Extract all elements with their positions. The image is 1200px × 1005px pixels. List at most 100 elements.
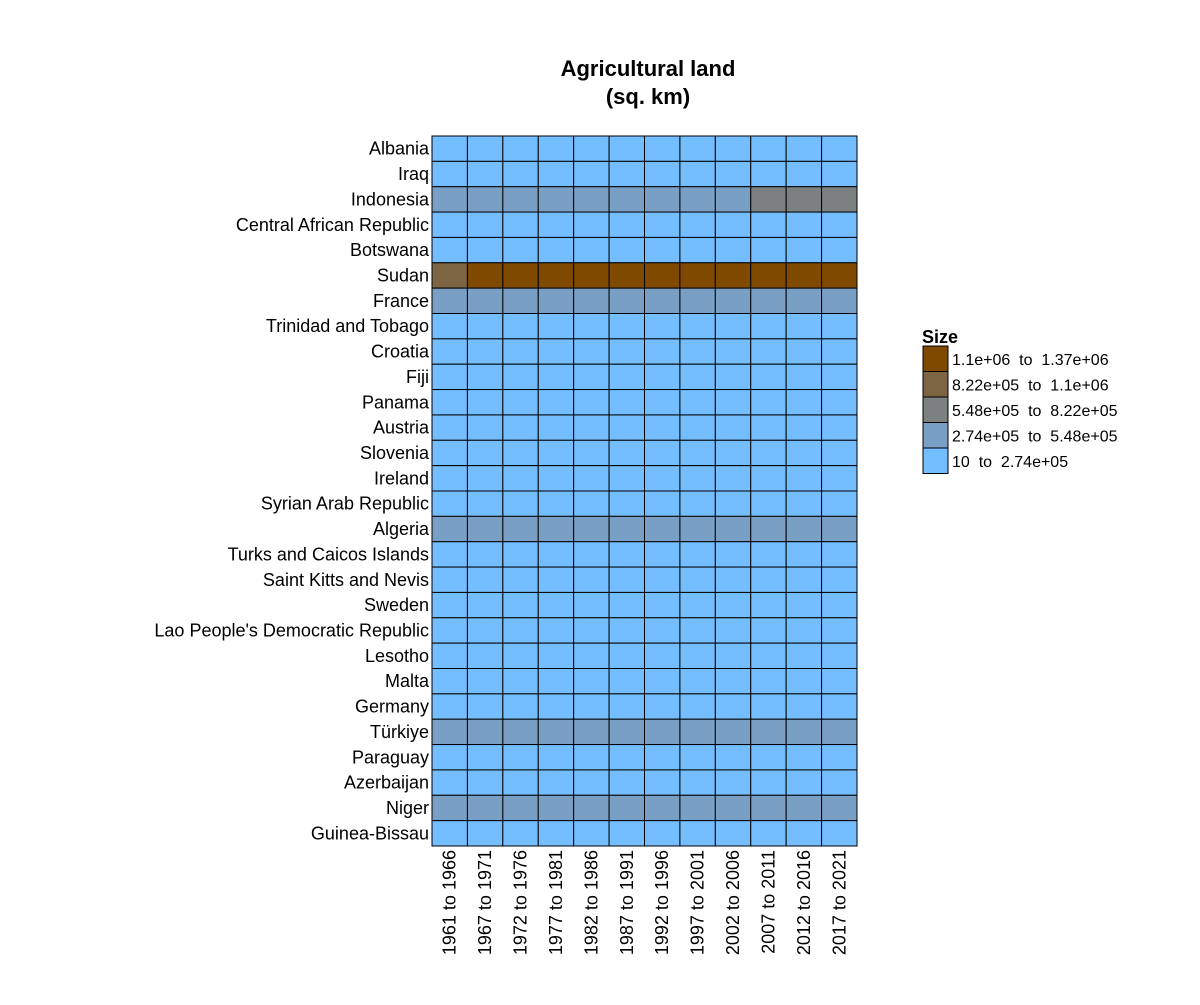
heatmap-cell	[644, 262, 681, 289]
heatmap-cell	[750, 236, 787, 264]
heatmap-cell	[466, 566, 504, 593]
row-label: Albania	[369, 139, 430, 159]
heatmap-cell	[502, 744, 539, 771]
heatmap-cell	[608, 668, 645, 695]
heatmap-cell	[714, 236, 752, 264]
heatmap-cell	[679, 363, 716, 391]
heatmap-cell	[502, 338, 539, 365]
heatmap-cell	[502, 186, 539, 213]
heatmap-cell	[431, 541, 468, 568]
heatmap-cell	[537, 313, 575, 340]
heatmap-cell	[644, 541, 681, 568]
row-label: Slovenia	[360, 443, 430, 463]
heatmap-cell	[750, 160, 787, 188]
heatmap-cell	[644, 693, 681, 720]
heatmap-cell	[644, 313, 681, 340]
heatmap-cell	[644, 718, 681, 746]
heatmap-cell	[466, 744, 504, 771]
heatmap-cell	[573, 515, 610, 543]
column-label: 1977 to 1981	[546, 850, 566, 955]
heatmap-cell	[679, 591, 716, 619]
chart-title-line-1: Agricultural land	[561, 56, 736, 81]
heatmap-cell	[750, 465, 787, 492]
heatmap-cell	[821, 490, 858, 517]
heatmap-cell	[431, 744, 468, 771]
heatmap-cell	[431, 262, 468, 289]
heatmap-cell	[466, 186, 504, 213]
heatmap-cell	[644, 363, 681, 391]
heatmap-cell	[466, 820, 504, 847]
heatmap-cell	[466, 414, 504, 441]
column-label: 1972 to 1976	[511, 850, 531, 955]
heatmap-cell	[466, 591, 504, 619]
heatmap-cell	[431, 389, 468, 416]
heatmap-cell	[608, 262, 645, 289]
heatmap-cell	[679, 439, 716, 467]
heatmap-cell	[821, 769, 858, 796]
heatmap-cell	[679, 414, 716, 441]
heatmap-cell	[608, 211, 645, 238]
heatmap-cell	[679, 490, 716, 517]
legend-label: 1.1e+06 to 1.37e+06	[952, 352, 1109, 369]
row-label: Niger	[386, 798, 429, 818]
heatmap-cell	[431, 465, 468, 492]
heatmap-cell	[537, 794, 575, 822]
heatmap-cell	[714, 313, 752, 340]
row-label: Trinidad and Tobago	[266, 316, 429, 336]
row-label: Saint Kitts and Nevis	[263, 570, 429, 590]
heatmap-cell	[537, 338, 575, 365]
heatmap-cell	[785, 541, 823, 568]
legend-swatch	[922, 371, 949, 398]
heatmap-cell	[537, 211, 575, 238]
heatmap-cell	[714, 287, 752, 314]
heatmap-cell	[537, 439, 575, 467]
heatmap-cell	[608, 693, 645, 720]
heatmap-cell	[785, 769, 823, 796]
column-label: 1982 to 1986	[581, 850, 601, 955]
heatmap-cell	[466, 135, 504, 162]
heatmap-cell	[821, 186, 858, 213]
legend-swatch	[922, 447, 949, 474]
heatmap-cell	[537, 389, 575, 416]
heatmap-cell	[573, 744, 610, 771]
heatmap-cell	[714, 363, 752, 391]
heatmap-cell	[821, 591, 858, 619]
row-label: Guinea-Bissau	[311, 823, 429, 843]
heatmap-cell	[785, 566, 823, 593]
heatmap-cell	[644, 414, 681, 441]
heatmap-cell	[679, 642, 716, 670]
heatmap-cell	[644, 769, 681, 796]
row-label: Iraq	[398, 164, 429, 184]
heatmap-cell	[608, 744, 645, 771]
heatmap-cell	[608, 490, 645, 517]
heatmap-cell	[502, 642, 539, 670]
heatmap-cell	[608, 313, 645, 340]
heatmap-cell	[750, 135, 787, 162]
heatmap-cell	[537, 718, 575, 746]
heatmap-cell	[714, 211, 752, 238]
heatmap-cell	[714, 135, 752, 162]
heatmap-cell	[608, 515, 645, 543]
heatmap-cell	[466, 160, 504, 188]
heatmap-cell	[466, 668, 504, 695]
heatmap-cell	[502, 389, 539, 416]
row-label: Azerbaijan	[344, 773, 429, 793]
heatmap-cell	[573, 794, 610, 822]
heatmap-cell	[431, 439, 468, 467]
heatmap-cell	[785, 211, 823, 238]
heatmap-cell	[644, 338, 681, 365]
heatmap-cell	[714, 160, 752, 188]
heatmap-cell	[821, 566, 858, 593]
column-label: 2002 to 2006	[723, 850, 743, 955]
heatmap-cell	[785, 135, 823, 162]
heatmap-cell	[537, 287, 575, 314]
heatmap-cell	[608, 186, 645, 213]
heatmap-cell	[679, 338, 716, 365]
heatmap-cell	[679, 515, 716, 543]
heatmap-cell	[502, 287, 539, 314]
heatmap-cell	[714, 566, 752, 593]
heatmap-cell	[431, 338, 468, 365]
chart-title: Agricultural land (sq. km)	[561, 56, 736, 109]
heatmap-cell	[502, 617, 539, 644]
heatmap-cell	[608, 794, 645, 822]
